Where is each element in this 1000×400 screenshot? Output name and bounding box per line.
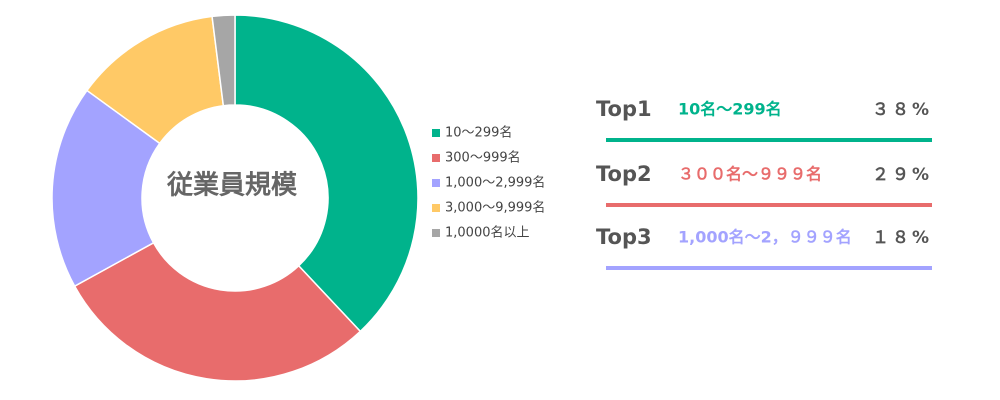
legend-swatch — [432, 229, 440, 237]
legend: 10～299名 300～999名 1,000～2,999名 3,000～9,999名 1… — [432, 125, 545, 241]
legend-label: 3,000～9,999名 — [445, 200, 545, 216]
legend-label: 300～999名 — [445, 150, 521, 166]
rank-label: ３００名～９９９名 — [678, 165, 822, 184]
legend-label: 10～299名 — [445, 125, 512, 141]
center-title: 従業員規模 — [166, 171, 298, 201]
donut-slice — [211, 14, 236, 107]
rank-value: １８% — [872, 228, 932, 248]
rank-label: 1,000名～2，９９９名 — [678, 228, 852, 247]
rank-title: Top2 — [596, 162, 652, 186]
rank-value: ２９% — [872, 165, 932, 185]
rank-value: ３８% — [872, 100, 932, 120]
donut-slice — [51, 89, 161, 288]
legend-swatch — [432, 154, 440, 162]
legend-swatch — [432, 204, 440, 212]
rank-title: Top1 — [596, 97, 652, 121]
rank-label: 10名～299名 — [678, 100, 782, 119]
rank-title: Top3 — [596, 225, 652, 249]
legend-swatch — [432, 179, 440, 187]
legend-label: 1,0000名以上 — [445, 225, 530, 241]
legend-swatch — [432, 129, 440, 137]
legend-label: 1,000～2,999名 — [445, 175, 545, 191]
ranking: Top1 10名～299名 ３８% Top2 ３００名～９９９名 ２９% Top3 1,000… — [596, 97, 932, 270]
donut-slice — [234, 14, 419, 333]
donut — [51, 14, 419, 382]
donut-slice — [73, 241, 362, 382]
